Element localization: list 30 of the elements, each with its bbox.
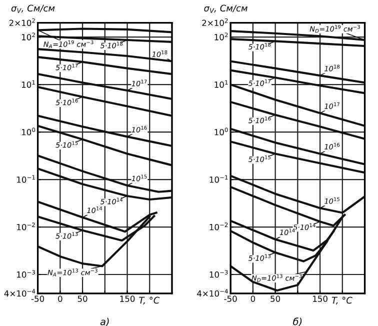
y-tick-label: 10$^{0}$ xyxy=(22,128,36,136)
y-tick-label: 10$^{2}$ xyxy=(214,32,228,40)
x-tick-label: 150 xyxy=(120,296,135,302)
x-tick-label: -50 xyxy=(224,296,237,302)
y-tick-label: 10$^{1}$ xyxy=(214,80,228,88)
x-tick-label: 0 xyxy=(58,296,62,302)
text: а) xyxy=(100,318,109,326)
y-tick-label: 10$^{1}$ xyxy=(22,80,35,88)
y-tick-label: 4×10$^{−4}$ xyxy=(4,289,36,297)
x-tick-label: 0 xyxy=(250,296,256,302)
y-tick-label: 4×10$^{−4}$ xyxy=(197,289,228,297)
y-tick-label: 2×10$^{2}$ xyxy=(202,18,228,26)
x-axis-title: T, °C xyxy=(332,296,352,305)
y-axis-title: σ$_{V}$, См/см xyxy=(204,4,248,13)
y-tick-label: 10$^{0}$ xyxy=(214,128,228,136)
y-tick-label: 10$^{−2}$ xyxy=(210,222,228,230)
y-tick-label: 10$^{−1}$ xyxy=(210,175,228,183)
x-tick-label: 50 xyxy=(270,296,280,302)
text: б) xyxy=(293,318,302,326)
x-tick-label: 150 xyxy=(313,296,328,302)
x-tick-label: 50 xyxy=(78,296,88,302)
x-axis-title: T, °C xyxy=(139,296,160,305)
y-tick-label: 10$^{2}$ xyxy=(22,32,35,40)
y-tick-label: 10$^{−3}$ xyxy=(17,270,35,278)
y-tick-label: 10$^{−1}$ xyxy=(17,175,35,183)
y-axis-title: σ$_{V}$, См/см xyxy=(11,4,55,13)
x-tick-label: -50 xyxy=(31,296,44,302)
y-tick-label: 2×10$^{2}$ xyxy=(9,18,35,26)
y-tick-label: 10$^{−2}$ xyxy=(17,222,35,230)
y-tick-label: 10$^{−3}$ xyxy=(210,270,228,278)
